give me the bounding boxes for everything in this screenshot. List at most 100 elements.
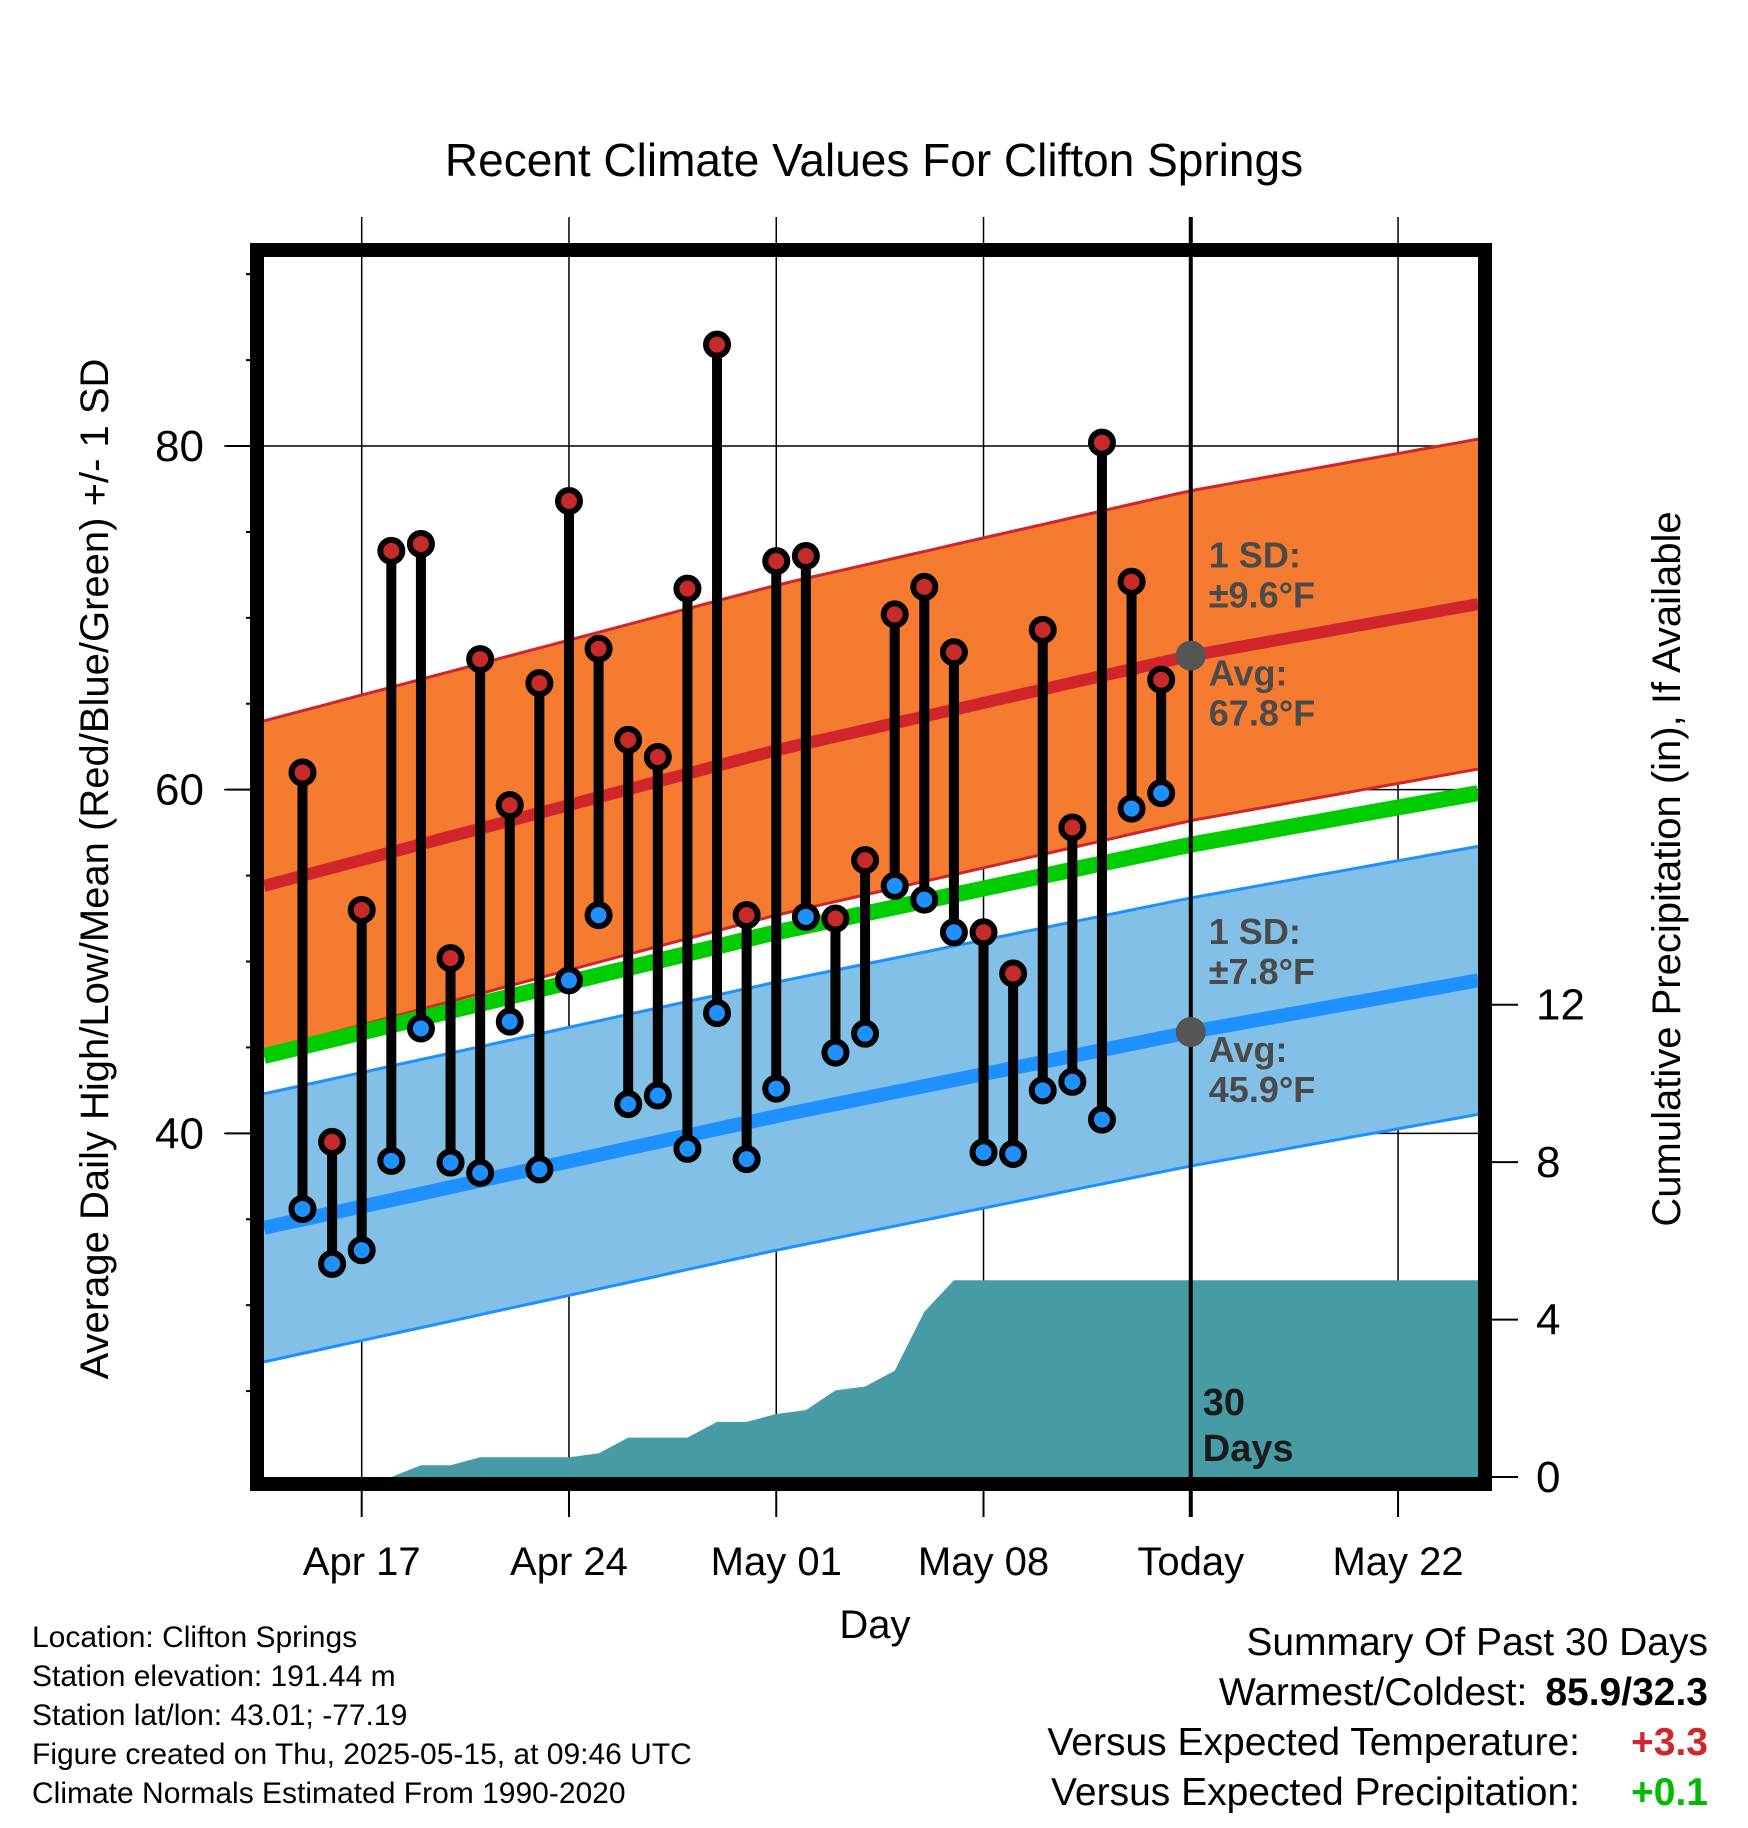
plot-frame [250, 243, 1492, 1491]
y2-tick-label: 12 [1536, 981, 1585, 1030]
low-sd-band [264, 846, 1478, 1362]
daily-high-point [880, 600, 909, 629]
daily-high-point [643, 743, 672, 772]
x-tick-label: May 22 [1332, 1540, 1463, 1584]
x-tick-label: Apr 17 [303, 1540, 421, 1584]
y2-tick-label: 8 [1536, 1138, 1560, 1187]
elevation-text: Station elevation: 191.44 m [32, 1660, 396, 1693]
y2-tick-label: 4 [1536, 1296, 1560, 1345]
summary-temperature: Versus Expected Temperature: +3.3 [908, 1718, 1708, 1768]
x-tick-label: Today [1137, 1540, 1244, 1584]
daily-low-point [1147, 779, 1176, 808]
daily-high-point [436, 944, 465, 973]
daily-low-point [347, 1236, 376, 1265]
daily-high-point [673, 574, 702, 603]
y2-tick-label: 0 [1536, 1453, 1560, 1502]
daily-low-point [584, 901, 613, 930]
daily-low-point [525, 1155, 554, 1184]
precip-anomaly-label: Versus Expected Precipitation: [1051, 1771, 1580, 1814]
daily-high-point [999, 959, 1028, 988]
annotation-text: 1 SD: [1209, 535, 1301, 576]
daily-high-point [554, 487, 583, 515]
daily-low-point [703, 999, 732, 1028]
warmest-coldest-value: 85.9/32.3 [1545, 1671, 1708, 1714]
daily-high-point [318, 1127, 347, 1156]
annotation-text: 67.8°F [1209, 693, 1315, 734]
x-tick-label: May 08 [918, 1540, 1049, 1584]
daily-high-point [347, 895, 376, 924]
daily-high-point [703, 330, 732, 359]
precip-anomaly-value: +0.1 [1631, 1771, 1708, 1814]
high-normal-line [264, 598, 1478, 892]
y-tick-label: 80 [155, 422, 204, 471]
x-axis-label: Day [839, 1603, 910, 1647]
daily-low-point [377, 1146, 406, 1175]
daily-low-point [1028, 1076, 1057, 1105]
low-normal-line [264, 973, 1478, 1235]
daily-high-point [466, 645, 495, 674]
chart-title: Recent Climate Values For Clifton Spring… [445, 134, 1303, 186]
daily-high-point [762, 547, 791, 576]
daily-high-point [525, 669, 554, 698]
daily-high-point [851, 846, 880, 875]
daily-low-point [910, 885, 939, 914]
low-sd-lower-line [264, 1112, 1478, 1364]
daily-high-point [969, 918, 998, 947]
daily-high-point [1058, 813, 1087, 842]
daily-low-point [288, 1194, 317, 1223]
y2-axis-label: Cumulative Precipitation (in), If Availa… [1645, 511, 1689, 1226]
axes: 40 60 80 0 4 8 12 Apr 17 Apr 24 May 01 May 08 Today… [155, 273, 1585, 1584]
annotation-text: ±9.6°F [1209, 575, 1315, 616]
daily-high-point [910, 572, 939, 601]
daily-low-point [851, 1019, 880, 1048]
x-tick-label: Apr 24 [510, 1540, 628, 1584]
daily-low-point [791, 902, 820, 931]
daily-low-point [554, 966, 583, 995]
daily-high-point [732, 901, 761, 930]
annotation-text: ±7.8°F [1209, 951, 1315, 992]
daily-low-point [939, 918, 968, 947]
today-avg-dot [1175, 640, 1206, 671]
y-tick-label: 60 [155, 766, 204, 815]
daily-low-point [1058, 1067, 1087, 1096]
daily-high-point [939, 638, 968, 667]
daily-range-bars [288, 330, 1176, 1278]
annotation-text: 1 SD: [1209, 911, 1301, 952]
high-sd-upper-line [264, 437, 1478, 723]
daily-low-point [1117, 794, 1146, 823]
summary-title: Summary Of Past 30 Days [1246, 1621, 1708, 1664]
today-avg-dot [1175, 1016, 1206, 1047]
daily-high-point [791, 541, 820, 570]
y-tick-label: 40 [155, 1109, 204, 1158]
warmest-coldest-label: Warmest/Coldest: [1218, 1671, 1528, 1714]
daily-high-point [821, 904, 850, 933]
daily-high-point [1147, 665, 1176, 694]
summary-panel: Summary Of Past 30 Days Warmest/Coldest:… [908, 1618, 1708, 1818]
daily-high-point [377, 536, 406, 565]
daily-low-point [436, 1148, 465, 1177]
daily-high-point [495, 791, 524, 820]
daily-low-point [762, 1074, 791, 1103]
daily-high-point [614, 725, 643, 754]
y-axis-label: Average Daily High/Low/Mean (Red/Blue/Gr… [73, 359, 117, 1380]
summary-warmest-coldest: Warmest/Coldest: 85.9/32.3 [908, 1668, 1708, 1718]
daily-low-point [643, 1081, 672, 1110]
daily-low-point [673, 1134, 702, 1163]
daily-low-point [495, 1007, 524, 1036]
daily-high-point [1087, 428, 1116, 457]
annotation-text: Avg: [1209, 653, 1288, 694]
temp-anomaly-label: Versus Expected Temperature: [1047, 1721, 1580, 1764]
annotation-text: 45.9°F [1209, 1069, 1315, 1110]
daily-high-point [584, 634, 613, 663]
daily-low-point [969, 1138, 998, 1167]
daily-low-point [821, 1038, 850, 1067]
today-period-label: Days [1203, 1428, 1294, 1470]
high-sd-lower-line [264, 767, 1478, 1053]
daily-low-point [466, 1158, 495, 1187]
low-sd-upper-line [264, 844, 1478, 1096]
temp-anomaly-value: +3.3 [1631, 1721, 1708, 1764]
today-period-label: 30 [1203, 1382, 1245, 1424]
